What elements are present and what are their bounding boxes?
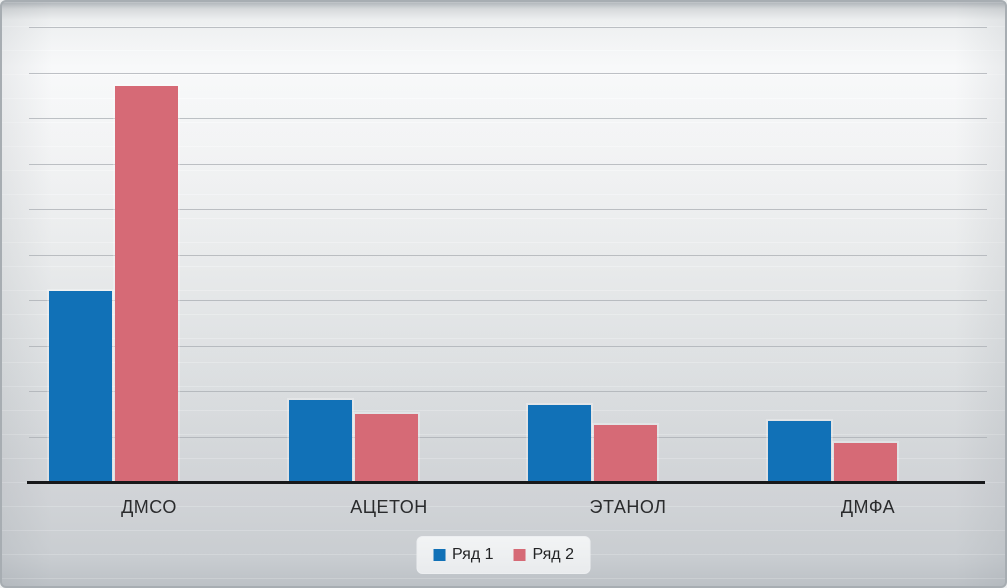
- bar-series2-АЦЕТОН: [355, 414, 418, 482]
- legend-swatch-1: [433, 549, 446, 561]
- legend-label-2: Ряд 2: [532, 546, 574, 563]
- bar-series1-АЦЕТОН: [289, 400, 352, 482]
- legend-item-2: Ряд 2: [513, 546, 574, 564]
- gridline: [29, 391, 987, 392]
- bar-series2-ДМФА: [834, 443, 897, 482]
- gridline: [29, 436, 987, 438]
- legend-item-1: Ряд 1: [433, 546, 494, 564]
- legend: Ряд 1 Ряд 2: [416, 536, 591, 574]
- x-axis-label-2: АЦЕТОН: [350, 497, 428, 517]
- gridline: [29, 27, 987, 28]
- legend-swatch-2: [513, 549, 526, 561]
- gridline: [29, 163, 987, 165]
- bar-series2-ДМСО: [115, 86, 178, 482]
- gridline: [29, 254, 987, 256]
- legend-label-1: Ряд 1: [452, 546, 494, 563]
- x-axis-label-4: ДМФА: [840, 497, 896, 517]
- x-axis-label-1: ДМСО: [121, 497, 177, 517]
- bar-series2-ЭТАНОЛ: [594, 425, 657, 482]
- gridline: [29, 300, 987, 301]
- gridline: [29, 209, 987, 210]
- x-axis-line: [27, 481, 985, 484]
- bar-series1-ДМФА: [768, 421, 831, 482]
- gridline: [29, 345, 987, 347]
- gridline: [29, 72, 987, 74]
- x-axis-label-3: ЭТАНОЛ: [589, 497, 667, 517]
- gridline: [29, 118, 987, 119]
- bar-series1-ЭТАНОЛ: [528, 405, 591, 482]
- bar-series1-ДМСО: [49, 291, 112, 482]
